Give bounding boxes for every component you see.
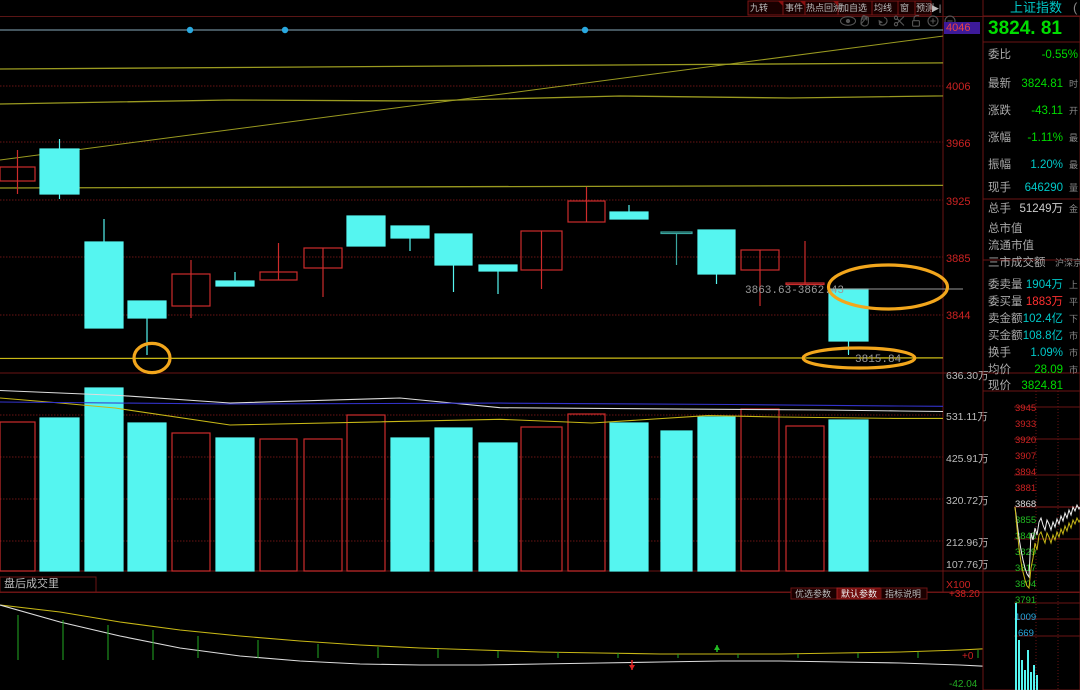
svg-text:1.09%: 1.09% — [1030, 347, 1063, 359]
svg-text:换手: 换手 — [988, 345, 1011, 359]
svg-text:最新: 最新 — [988, 76, 1011, 90]
svg-text:-43.11: -43.11 — [1031, 105, 1063, 117]
svg-text:盘后成交里: 盘后成交里 — [4, 576, 59, 590]
svg-text:51249万: 51249万 — [1020, 203, 1063, 215]
svg-text:现价: 现价 — [988, 379, 1011, 392]
svg-text:三市成交额: 三市成交额 — [988, 255, 1046, 269]
svg-text:时: 时 — [1069, 78, 1078, 89]
svg-text:委卖量: 委卖量 — [988, 278, 1023, 291]
svg-text:4006: 4006 — [946, 81, 970, 93]
svg-text:上证指数: 上证指数 — [1010, 0, 1062, 15]
svg-text:市: 市 — [1069, 330, 1078, 341]
svg-text:3881: 3881 — [1015, 483, 1036, 494]
svg-text:1009: 1009 — [1015, 612, 1036, 623]
svg-text:卖金额: 卖金额 — [988, 311, 1023, 325]
svg-text:现手: 现手 — [988, 180, 1011, 194]
svg-text:3844: 3844 — [946, 310, 970, 322]
svg-text:委买量: 委买量 — [988, 295, 1023, 308]
svg-text:3824.81: 3824.81 — [1021, 380, 1063, 392]
svg-text:涨跌: 涨跌 — [988, 103, 1011, 117]
svg-text:均价: 均价 — [988, 363, 1011, 376]
svg-text:九转: 九转 — [750, 2, 768, 13]
svg-text:1904万: 1904万 — [1026, 279, 1063, 291]
svg-text:振幅: 振幅 — [988, 157, 1011, 171]
svg-text:▶|: ▶| — [932, 3, 941, 13]
svg-text:3868: 3868 — [1015, 499, 1036, 510]
svg-text:总手: 总手 — [988, 201, 1011, 215]
svg-text:窗: 窗 — [900, 2, 909, 13]
svg-text:流通市值: 流通市值 — [988, 238, 1034, 252]
svg-text:3966: 3966 — [946, 138, 970, 150]
svg-text:3824.81: 3824.81 — [1021, 78, 1063, 90]
svg-text:金: 金 — [1069, 203, 1078, 214]
svg-text:108.8亿: 108.8亿 — [1023, 329, 1063, 342]
svg-text:3824. 81: 3824. 81 — [988, 18, 1062, 39]
svg-text:3925: 3925 — [946, 196, 970, 208]
svg-text:3920: 3920 — [1015, 435, 1036, 446]
svg-text:市: 市 — [1069, 347, 1078, 358]
svg-text:上: 上 — [1069, 280, 1078, 290]
svg-text:加自选: 加自选 — [840, 2, 867, 13]
svg-text:-0.55%: -0.55% — [1042, 49, 1078, 61]
svg-text:320.72万: 320.72万 — [946, 495, 989, 507]
svg-text:3855: 3855 — [1015, 515, 1036, 526]
svg-text:下: 下 — [1069, 314, 1078, 324]
svg-text:指标说明: 指标说明 — [885, 588, 921, 599]
svg-text:量: 量 — [1069, 183, 1078, 193]
svg-text:1883万: 1883万 — [1026, 296, 1063, 308]
svg-text:沪深京: 沪深京 — [1055, 257, 1080, 268]
svg-text:3945: 3945 — [1015, 403, 1036, 414]
svg-text:107.76万: 107.76万 — [946, 559, 989, 571]
svg-text:531.11万: 531.11万 — [946, 411, 988, 423]
svg-text:3894: 3894 — [1015, 467, 1036, 478]
svg-text:1.20%: 1.20% — [1030, 159, 1063, 171]
svg-text:425.91万: 425.91万 — [946, 453, 989, 465]
svg-text:委比: 委比 — [988, 48, 1011, 61]
svg-text:4046: 4046 — [946, 22, 970, 34]
svg-text:最: 最 — [1069, 160, 1078, 170]
svg-text:最: 最 — [1069, 133, 1078, 143]
svg-text:默认参数: 默认参数 — [841, 588, 877, 599]
svg-text:买金额: 买金额 — [988, 328, 1023, 342]
svg-text:3933: 3933 — [1015, 419, 1036, 430]
svg-text:平: 平 — [1069, 297, 1078, 307]
svg-text:646290: 646290 — [1025, 182, 1063, 194]
svg-text:102.4亿: 102.4亿 — [1023, 312, 1063, 325]
svg-text:28.09: 28.09 — [1034, 364, 1063, 376]
svg-text:市: 市 — [1069, 364, 1078, 375]
svg-text:事件: 事件 — [785, 2, 803, 13]
svg-text:均线: 均线 — [874, 2, 892, 13]
svg-text:+0: +0 — [962, 651, 974, 662]
svg-text:开: 开 — [1069, 106, 1078, 116]
svg-text:3907: 3907 — [1015, 451, 1036, 462]
svg-text:669: 669 — [1018, 628, 1034, 639]
svg-text:3885: 3885 — [946, 253, 970, 265]
svg-text:总市值: 总市值 — [988, 221, 1023, 235]
svg-text:636.30万: 636.30万 — [946, 370, 989, 382]
svg-text:涨幅: 涨幅 — [988, 131, 1011, 144]
svg-text:优选参数: 优选参数 — [795, 588, 831, 599]
svg-text:(: ( — [1073, 0, 1078, 15]
svg-text:-42.04: -42.04 — [949, 679, 978, 690]
svg-text:212.96万: 212.96万 — [946, 537, 989, 549]
svg-text:-1.11%: -1.11% — [1027, 132, 1063, 144]
svg-text:3791: 3791 — [1015, 595, 1036, 606]
svg-text:+38.20: +38.20 — [949, 589, 980, 600]
